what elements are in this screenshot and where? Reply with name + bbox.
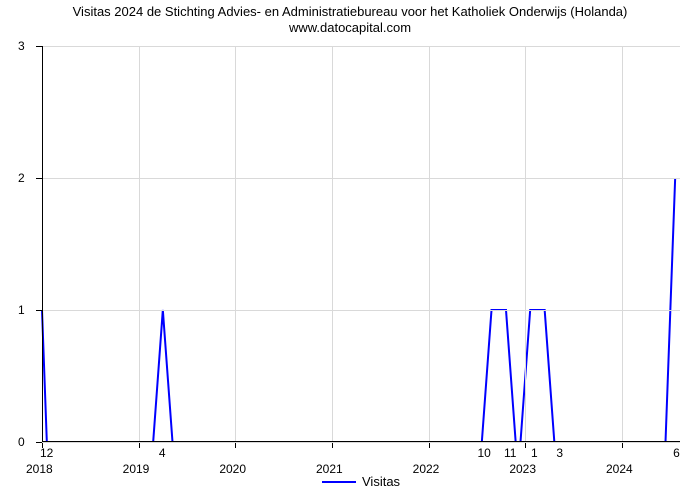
y-tick-mark xyxy=(36,442,42,443)
y-tick-label: 0 xyxy=(18,435,30,449)
grid-line-horizontal xyxy=(42,178,680,179)
data-label: 12 xyxy=(40,446,53,460)
x-axis-line xyxy=(42,441,680,442)
legend: Visitas xyxy=(322,474,400,489)
x-tick-label: 2024 xyxy=(606,462,633,476)
grid-line-vertical xyxy=(139,46,140,442)
chart-title: Visitas 2024 de Stichting Advies- en Adm… xyxy=(0,4,700,37)
grid-line-vertical xyxy=(332,46,333,442)
legend-swatch xyxy=(322,481,356,483)
legend-label: Visitas xyxy=(362,474,400,489)
grid-line-horizontal xyxy=(42,310,680,311)
x-tick-label: 2018 xyxy=(26,462,53,476)
data-label: 6 xyxy=(673,446,680,460)
y-axis-line xyxy=(42,46,43,442)
x-tick-label: 2022 xyxy=(413,462,440,476)
y-tick-label: 3 xyxy=(18,39,30,53)
grid-line-vertical xyxy=(622,46,623,442)
grid-line-vertical xyxy=(429,46,430,442)
x-tick-label: 2019 xyxy=(123,462,150,476)
data-label: 11 xyxy=(504,446,516,460)
grid-line-horizontal xyxy=(42,442,680,443)
chart-title-line1: Visitas 2024 de Stichting Advies- en Adm… xyxy=(0,4,700,20)
data-label: 3 xyxy=(556,446,563,460)
data-label: 4 xyxy=(159,446,166,460)
grid-line-vertical xyxy=(235,46,236,442)
y-tick-label: 1 xyxy=(18,303,30,317)
chart-container: Visitas 2024 de Stichting Advies- en Adm… xyxy=(0,0,700,500)
grid-line-vertical xyxy=(525,46,526,442)
data-label: 10 xyxy=(478,446,491,460)
grid-line-horizontal xyxy=(42,46,680,47)
x-tick-label: 2020 xyxy=(219,462,246,476)
data-label: 1 xyxy=(531,446,538,460)
x-tick-label: 2023 xyxy=(509,462,536,476)
y-tick-label: 2 xyxy=(18,171,30,185)
chart-title-line2: www.datocapital.com xyxy=(0,20,700,36)
plot-area: 2018201920202021202220232024012312410111… xyxy=(42,46,680,442)
